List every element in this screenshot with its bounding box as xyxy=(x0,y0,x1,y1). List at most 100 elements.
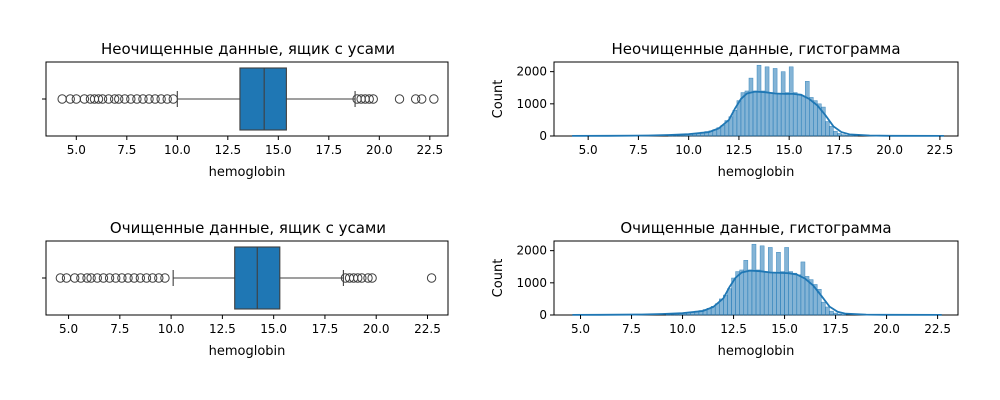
clean-histogram-x-ticks: 5.0 7.5 10.0 12.5 15.0 17.5 20.0 22.5 xyxy=(571,315,951,336)
clean-histogram-panel: Очищенные данные, гистограмма 5.0 7.5 10.0… xyxy=(491,219,959,359)
outlier-point xyxy=(367,273,377,283)
x-tick-label: 12.5 xyxy=(214,143,241,157)
raw-boxplot-panel: Неочищенные данные, ящик с усами 5.0 7.5 1… xyxy=(42,40,449,180)
outlier-point xyxy=(156,94,166,104)
histogram-bar xyxy=(829,310,834,316)
clean-boxplot-x-label: hemoglobin xyxy=(209,344,286,359)
kde-line xyxy=(572,90,944,137)
x-tick-label: 17.5 xyxy=(826,143,853,157)
raw-histogram-title: Неочищенные данные, гистограмма xyxy=(611,40,900,58)
raw-boxplot-marks xyxy=(57,67,439,131)
histogram-bar xyxy=(727,288,732,316)
x-tick-label: 10.0 xyxy=(158,322,185,336)
clean-histogram-x-label: hemoglobin xyxy=(718,344,795,359)
histogram-bar xyxy=(760,90,766,137)
outlier-point xyxy=(357,273,367,283)
histogram-bar xyxy=(788,66,794,137)
outlier-point xyxy=(79,94,90,104)
y-tick-label: 2000 xyxy=(516,65,547,79)
histogram-bar xyxy=(829,126,834,137)
raw-histogram-y-ticks: 0 1000 2000 xyxy=(516,65,554,143)
clean-histogram-title: Очищенные данные, гистограмма xyxy=(620,219,891,237)
outlier-point xyxy=(92,273,102,283)
x-tick-label: 22.5 xyxy=(927,143,954,157)
histogram-bar xyxy=(767,247,773,316)
clean-boxplot-x-ticks: 5.0 7.5 10.0 12.5 15.0 17.5 20.0 22.5 xyxy=(59,315,441,336)
x-tick-label: 12.5 xyxy=(720,322,747,336)
x-tick-label: 22.5 xyxy=(416,143,443,157)
outlier-point xyxy=(93,94,104,104)
outlier-point xyxy=(104,273,115,283)
x-tick-label: 12.5 xyxy=(726,143,753,157)
x-tick-label: 15.0 xyxy=(776,143,803,157)
histogram-bar xyxy=(780,71,786,137)
histogram-bar xyxy=(772,68,778,137)
histogram-bar xyxy=(796,93,802,137)
histogram-bar xyxy=(764,66,770,137)
clean-histogram-y-ticks: 0 1000 2000 xyxy=(516,244,554,322)
clean-boxplot-title: Очищенные данные, ящик с усами xyxy=(110,219,386,237)
histogram-bar xyxy=(780,271,785,316)
histogram-bar xyxy=(837,313,842,316)
histogram-bar xyxy=(833,312,838,316)
outlier-point xyxy=(429,94,439,104)
outlier-point xyxy=(144,94,154,104)
x-tick-label: 10.0 xyxy=(669,322,696,336)
histogram-bar xyxy=(833,130,838,137)
x-tick-label: 22.5 xyxy=(414,322,441,336)
histogram-bar xyxy=(772,272,777,316)
y-tick-label: 1000 xyxy=(516,276,547,290)
outlier-point xyxy=(82,273,92,283)
histogram-bar xyxy=(788,271,793,316)
y-tick-label: 1000 xyxy=(516,97,547,111)
x-tick-label: 7.5 xyxy=(629,143,648,157)
x-tick-label: 7.5 xyxy=(110,322,129,336)
x-tick-label: 17.5 xyxy=(315,143,342,157)
outlier-point xyxy=(57,94,67,104)
histogram-bar xyxy=(752,90,758,137)
outlier-point xyxy=(135,273,146,283)
histogram-bar xyxy=(776,252,781,316)
outlier-point xyxy=(426,273,437,283)
histogram-bar xyxy=(837,133,842,137)
x-tick-label: 20.0 xyxy=(873,322,900,336)
x-tick-label: 12.5 xyxy=(209,322,236,336)
outlier-point xyxy=(162,94,172,104)
x-tick-label: 5.0 xyxy=(67,143,86,157)
histogram-bar xyxy=(763,271,769,316)
raw-histogram-panel: Неочищенные данные, гистограмма 5.0 7.5 10… xyxy=(491,40,959,180)
outlier-point xyxy=(363,273,373,283)
histogram-bar xyxy=(809,97,814,137)
raw-histogram-marks xyxy=(572,64,944,137)
outlier-point xyxy=(394,94,405,104)
outlier-point xyxy=(147,273,158,283)
outlier-point xyxy=(410,94,421,104)
outlier-point xyxy=(55,273,66,283)
histogram-bar xyxy=(825,306,830,316)
histogram-bar xyxy=(800,95,806,137)
outlier-point xyxy=(117,273,127,283)
clean-boxplot-marks xyxy=(55,246,437,310)
x-tick-label: 17.5 xyxy=(822,322,849,336)
outlier-point xyxy=(154,273,164,283)
clean-histogram-marks xyxy=(572,243,942,316)
clean-boxplot-panel: Очищенные данные, ящик с усами 5.0 7.5 10.… xyxy=(42,219,449,359)
x-tick-label: 15.0 xyxy=(260,322,287,336)
y-tick-label: 0 xyxy=(539,308,547,322)
outlier-point xyxy=(103,94,114,104)
x-tick-label: 7.5 xyxy=(117,143,136,157)
histogram-bar xyxy=(739,269,745,316)
outlier-point xyxy=(98,273,109,283)
raw-boxplot-x-label: hemoglobin xyxy=(209,165,286,180)
outlier-point xyxy=(86,273,96,283)
outlier-point xyxy=(126,94,136,104)
histogram-bar xyxy=(755,269,761,316)
histogram-bar xyxy=(792,272,798,316)
x-tick-label: 22.5 xyxy=(924,322,951,336)
outlier-point xyxy=(71,94,82,104)
histogram-bar xyxy=(748,77,754,137)
histogram-bar xyxy=(751,243,757,316)
outlier-point xyxy=(138,94,148,104)
raw-histogram-x-label: hemoglobin xyxy=(718,165,795,180)
